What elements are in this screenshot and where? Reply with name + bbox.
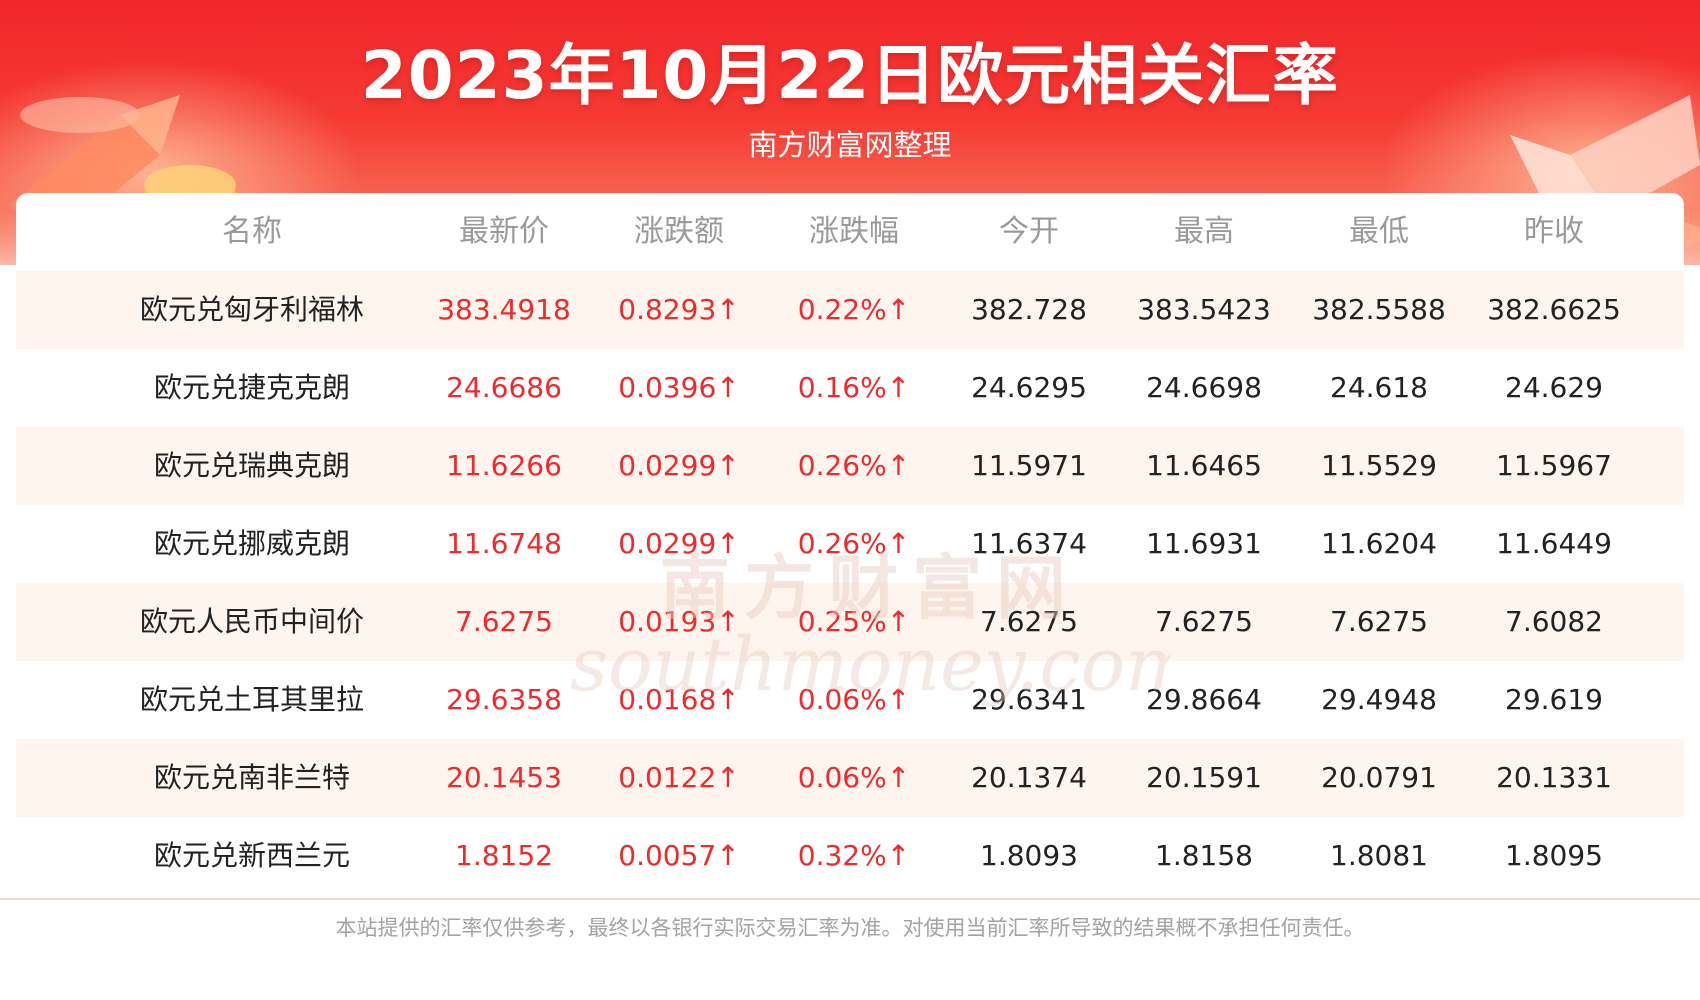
high-price: 11.6465	[1146, 449, 1262, 482]
high-price: 20.1591	[1146, 761, 1262, 794]
open-price: 11.5971	[971, 449, 1087, 482]
column-header-name: 名称	[222, 214, 282, 249]
currency-pair-name: 欧元兑瑞典克朗	[153, 449, 350, 482]
table-row: 欧元兑新西兰元 1.8152 0.0057↑ 0.32%↑ 1.8093 1.8…	[16, 817, 1684, 895]
prev-close-price: 11.6449	[1496, 527, 1612, 560]
prev-close-price: 382.6625	[1487, 293, 1621, 326]
latest-price: 11.6748	[446, 527, 562, 560]
currency-pair-name: 欧元兑新西兰元	[153, 839, 350, 872]
change-amount: 0.8293↑	[618, 293, 740, 326]
high-price: 383.5423	[1137, 293, 1271, 326]
open-price: 20.1374	[971, 761, 1087, 794]
low-price: 20.0791	[1321, 761, 1437, 794]
change-percent: 0.26%↑	[797, 527, 911, 560]
high-price: 24.6698	[1146, 371, 1262, 404]
page-title: 2023年10月22日欧元相关汇率	[360, 37, 1340, 114]
low-price: 11.5529	[1321, 449, 1437, 482]
high-price: 11.6931	[1146, 527, 1262, 560]
prev-close-price: 11.5967	[1496, 449, 1612, 482]
table-header: 名称 最新价 涨跌额 涨跌幅 今开 最高 最低 昨收	[16, 193, 1684, 271]
table-row: 欧元兑土耳其里拉 29.6358 0.0168↑ 0.06%↑ 29.6341 …	[16, 661, 1684, 739]
high-price: 1.8158	[1155, 839, 1253, 872]
latest-price: 20.1453	[446, 761, 562, 794]
high-price: 29.8664	[1146, 683, 1262, 716]
change-amount: 0.0122↑	[618, 761, 740, 794]
change-percent: 0.26%↑	[797, 449, 911, 482]
latest-price: 1.8152	[455, 839, 553, 872]
change-percent: 0.25%↑	[797, 605, 911, 638]
currency-pair-name: 欧元兑匈牙利福林	[139, 293, 364, 326]
change-percent: 0.06%↑	[797, 683, 911, 716]
prev-close-price: 1.8095	[1505, 839, 1603, 872]
open-price: 11.6374	[971, 527, 1087, 560]
footer-divider	[0, 898, 1700, 900]
high-price: 7.6275	[1155, 605, 1253, 638]
table-row: 欧元兑瑞典克朗 11.6266 0.0299↑ 0.26%↑ 11.5971 1…	[16, 427, 1684, 505]
change-amount: 0.0193↑	[618, 605, 740, 638]
change-amount: 0.0299↑	[618, 527, 740, 560]
latest-price: 7.6275	[455, 605, 553, 638]
low-price: 382.5588	[1312, 293, 1446, 326]
column-header-low: 最低	[1349, 214, 1409, 249]
open-price: 382.728	[971, 293, 1087, 326]
change-amount: 0.0168↑	[618, 683, 740, 716]
change-percent: 0.32%↑	[797, 839, 911, 872]
currency-pair-name: 欧元兑捷克克朗	[153, 371, 350, 404]
latest-price: 24.6686	[446, 371, 562, 404]
low-price: 29.4948	[1321, 683, 1437, 716]
latest-price: 383.4918	[437, 293, 571, 326]
table-row: 欧元兑南非兰特 20.1453 0.0122↑ 0.06%↑ 20.1374 2…	[16, 739, 1684, 817]
table-row: 欧元兑捷克克朗 24.6686 0.0396↑ 0.16%↑ 24.6295 2…	[16, 349, 1684, 427]
low-price: 24.618	[1330, 371, 1428, 404]
change-amount: 0.0057↑	[618, 839, 740, 872]
prev-close-price: 29.619	[1505, 683, 1603, 716]
change-percent: 0.06%↑	[797, 761, 911, 794]
currency-pair-name: 欧元兑挪威克朗	[153, 527, 350, 560]
change-percent: 0.22%↑	[797, 293, 911, 326]
column-header-prev-close: 昨收	[1524, 214, 1584, 249]
open-price: 1.8093	[980, 839, 1078, 872]
table-row: 欧元兑匈牙利福林 383.4918 0.8293↑ 0.22%↑ 382.728…	[16, 271, 1684, 349]
table-row: 欧元兑挪威克朗 11.6748 0.0299↑ 0.26%↑ 11.6374 1…	[16, 505, 1684, 583]
low-price: 11.6204	[1321, 527, 1437, 560]
prev-close-price: 24.629	[1505, 371, 1603, 404]
change-amount: 0.0396↑	[618, 371, 740, 404]
column-header-high: 最高	[1174, 214, 1234, 249]
latest-price: 29.6358	[446, 683, 562, 716]
change-amount: 0.0299↑	[618, 449, 740, 482]
page-subtitle: 南方财富网整理	[748, 128, 952, 162]
currency-pair-name: 欧元兑土耳其里拉	[139, 683, 364, 716]
column-header-change-pct: 涨跌幅	[809, 214, 899, 249]
open-price: 24.6295	[971, 371, 1087, 404]
column-header-open: 今开	[999, 214, 1059, 249]
low-price: 1.8081	[1330, 839, 1428, 872]
column-header-change: 涨跌额	[634, 214, 724, 249]
open-price: 29.6341	[971, 683, 1087, 716]
currency-pair-name: 欧元人民币中间价	[139, 605, 364, 638]
prev-close-price: 20.1331	[1496, 761, 1612, 794]
latest-price: 11.6266	[446, 449, 562, 482]
open-price: 7.6275	[980, 605, 1078, 638]
change-percent: 0.16%↑	[797, 371, 911, 404]
table-row: 欧元人民币中间价 7.6275 0.0193↑ 0.25%↑ 7.6275 7.…	[16, 583, 1684, 661]
prev-close-price: 7.6082	[1505, 605, 1603, 638]
low-price: 7.6275	[1330, 605, 1428, 638]
column-header-latest: 最新价	[459, 214, 549, 249]
currency-pair-name: 欧元兑南非兰特	[153, 761, 350, 794]
disclaimer-text: 本站提供的汇率仅供参考，最终以各银行实际交易汇率为准。对使用当前汇率所导致的结果…	[335, 916, 1365, 940]
